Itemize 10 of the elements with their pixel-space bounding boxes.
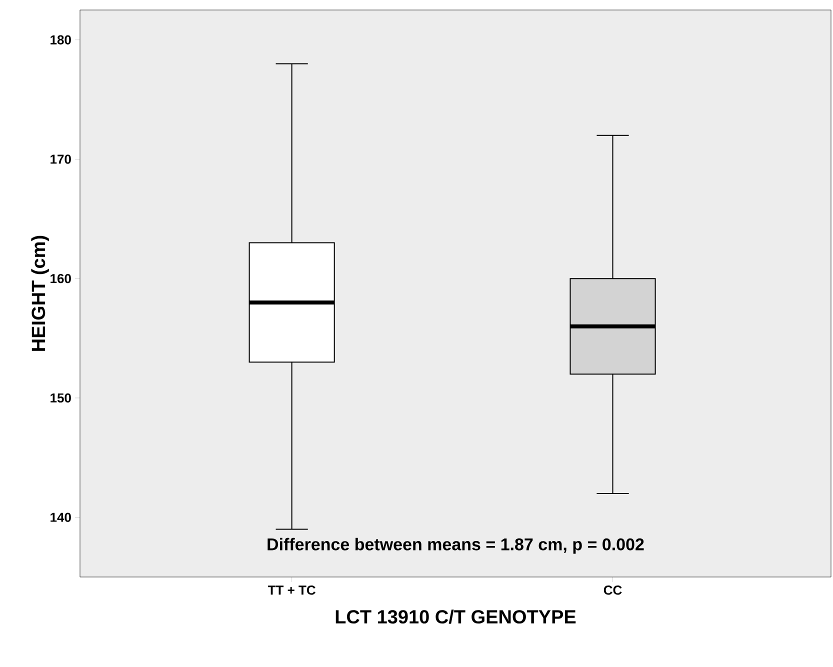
x-tick-label: CC <box>604 586 622 595</box>
y-tick-label: 150 <box>50 393 71 403</box>
y-tick-label: 140 <box>50 512 71 522</box>
y-tick-label: 180 <box>50 35 71 44</box>
x-axis-title: LCT 13910 C/T GENOTYPE <box>336 610 576 624</box>
x-tick-label: TT + TC <box>268 586 316 595</box>
annotation: Difference between means = 1.87 cm, p = 0.002 <box>268 538 644 554</box>
y-tick-label: 170 <box>50 154 71 164</box>
y-axis-title: HEIGHT (cm) <box>31 236 49 351</box>
y-tick-label: 160 <box>50 274 71 284</box>
